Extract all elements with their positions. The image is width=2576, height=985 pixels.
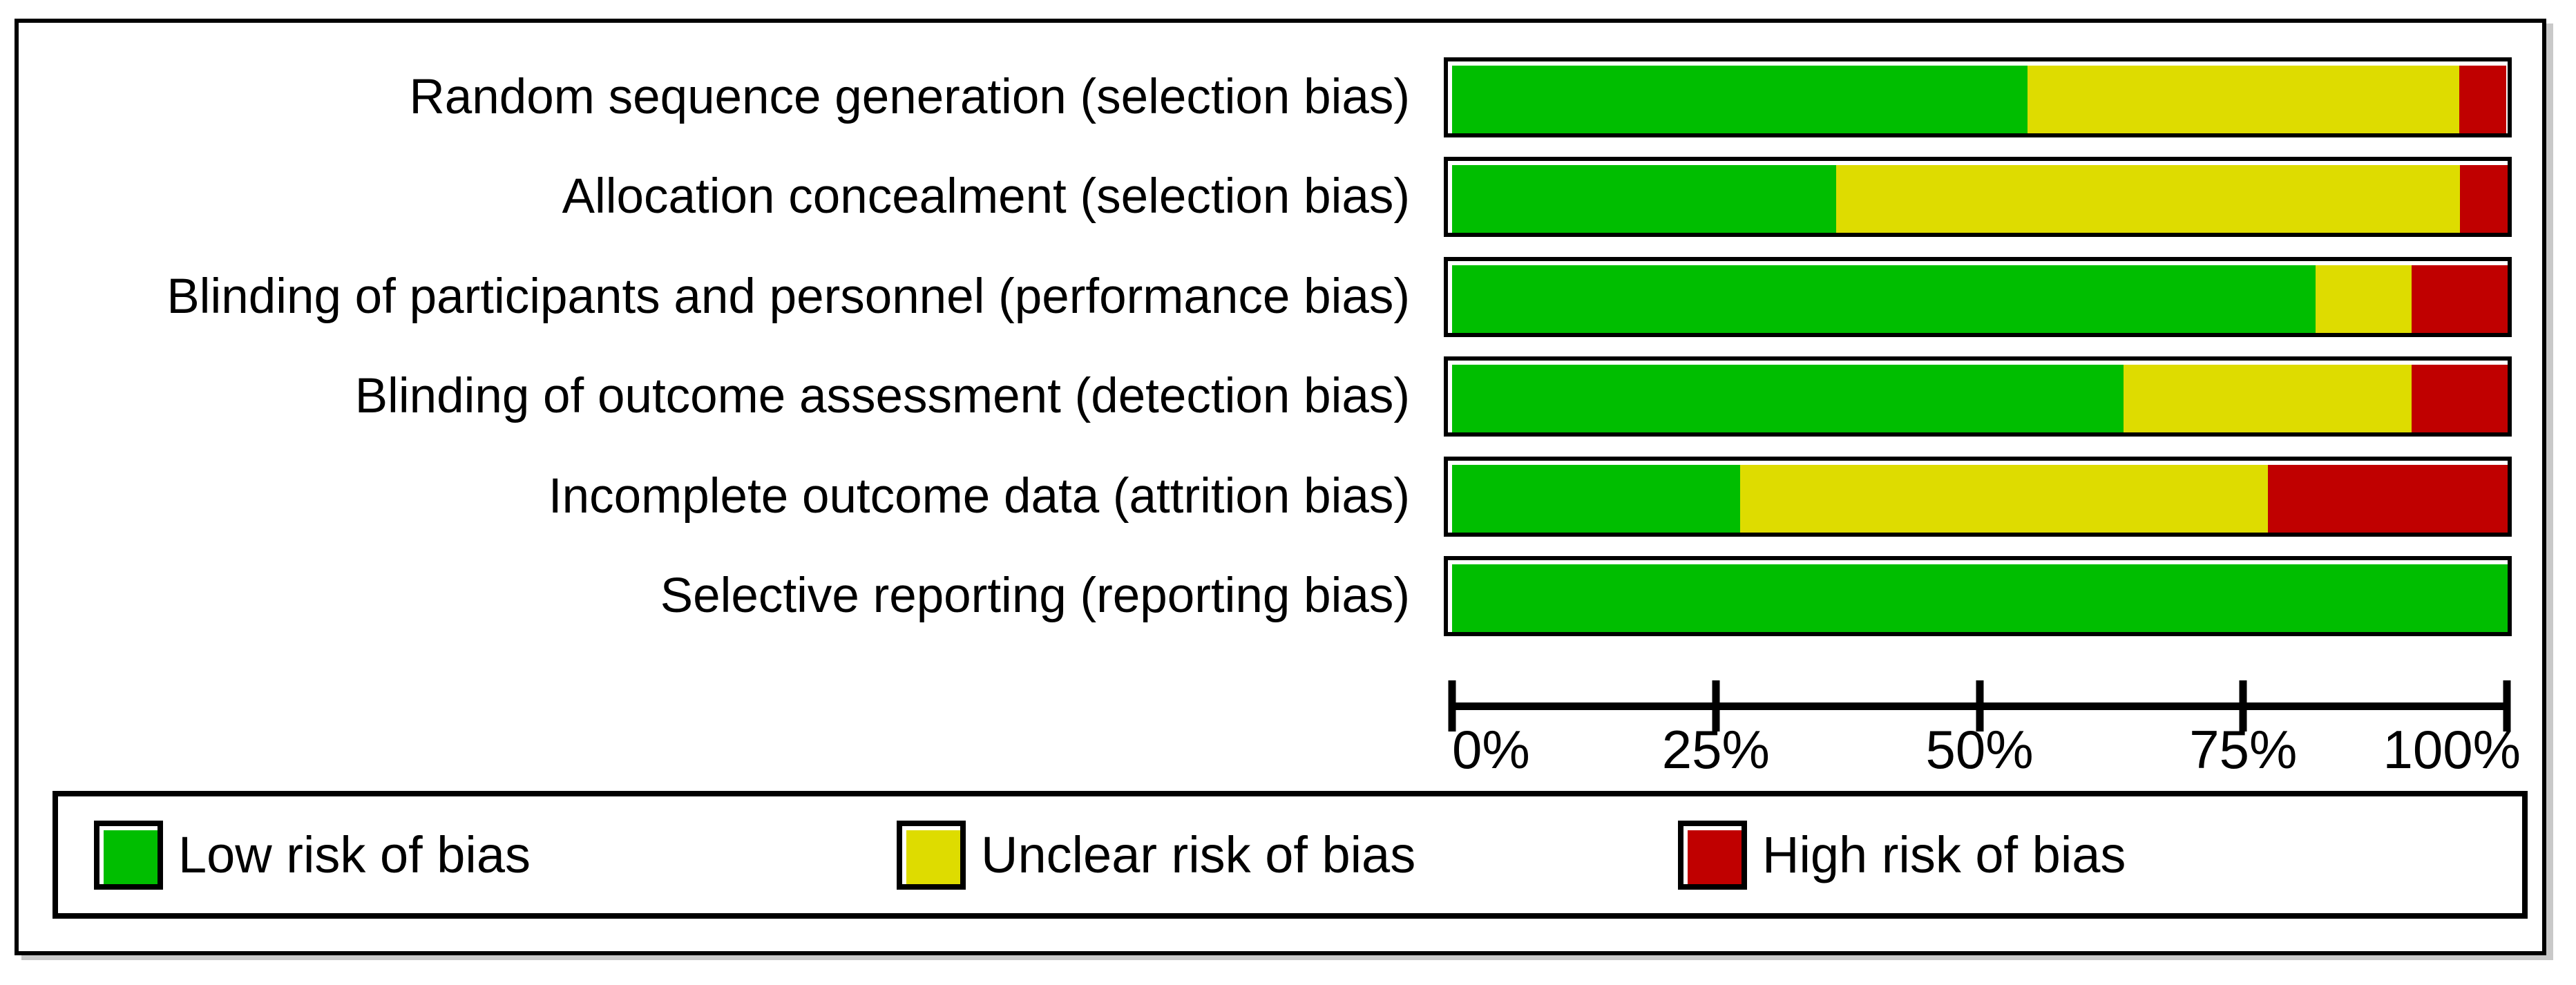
tick-label: 0% [1452,719,1530,780]
low-risk-segment [1452,464,1741,533]
stacked-bar [1444,256,2512,337]
bias-domain-label: Random sequence generation (selection bi… [409,70,1411,124]
high-risk-swatch-fill [1688,830,1742,884]
tick-label: 50% [1925,719,2034,780]
chart-rows: Random sequence generation (selection bi… [0,57,2576,636]
legend-box: Low risk of bias Unclear risk of bias Hi… [53,791,2528,919]
tick-mark [1712,680,1720,731]
legend-label: Unclear risk of bias [981,826,1416,883]
bias-domain-label: Incomplete outcome data (attrition bias) [548,468,1410,524]
x-axis-ticks [1448,680,2511,731]
stacked-bar [1444,157,2512,238]
bias-domain-row: Selective reporting (reporting bias) [0,555,2576,636]
bias-domain-label: Blinding of outcome assessment (detectio… [354,369,1410,424]
tick-label: 75% [2189,719,2298,780]
bias-domain-label: Blinding of participants and personnel (… [166,269,1410,324]
unclear-risk-segment [2027,66,2459,133]
bar-fill [1452,66,2508,133]
unclear-risk-segment [1836,165,2461,233]
high-risk-segment [2411,265,2508,333]
bar-fill [1452,365,2508,433]
tick-label: 25% [1661,719,1770,780]
low-risk-segment [1452,265,2316,333]
low-risk-segment [1452,564,2508,632]
stacked-bar [1444,456,2512,537]
legend-label: High risk of bias [1762,826,2126,883]
legend-item-low-risk: Low risk of bias [94,820,531,890]
bias-domain-label: Selective reporting (reporting bias) [660,568,1410,623]
legend-label: Low risk of bias [178,826,531,883]
bias-domain-row: Blinding of outcome assessment (detectio… [0,356,2576,437]
bar-fill [1452,165,2508,233]
stacked-bar [1444,356,2512,437]
low-risk-swatch [94,820,163,890]
low-risk-swatch-fill [104,830,158,884]
stacked-bar [1444,57,2512,137]
x-axis-labels: 0% 25% 50% 75% 100% [1452,719,2521,785]
unclear-risk-swatch [897,820,966,890]
tick-mark [2503,680,2511,731]
legend-item-high-risk: High risk of bias [1678,820,2126,890]
bar-fill [1452,265,2508,333]
low-risk-segment [1452,165,1837,233]
unclear-risk-segment [2315,265,2412,333]
high-risk-segment [2268,464,2508,533]
tick-mark [1976,680,1983,731]
unclear-risk-segment [1740,464,2269,533]
bar-fill [1452,464,2508,533]
stacked-bar [1444,555,2512,636]
high-risk-swatch [1678,820,1747,890]
unclear-risk-segment [2123,365,2412,433]
bias-domain-row: Random sequence generation (selection bi… [0,57,2576,137]
high-risk-segment [2459,66,2507,133]
tick-mark [1448,680,1456,731]
high-risk-segment [2460,165,2508,233]
bias-domain-label: Allocation concealment (selection bias) [562,169,1410,224]
tick-mark [2239,680,2247,731]
bias-domain-row: Incomplete outcome data (attrition bias) [0,456,2576,537]
high-risk-segment [2411,365,2508,433]
bar-fill [1452,564,2508,632]
unclear-risk-swatch-fill [906,830,960,884]
bias-domain-row: Blinding of participants and personnel (… [0,256,2576,337]
low-risk-segment [1452,365,2124,433]
legend-item-unclear-risk: Unclear risk of bias [897,820,1416,890]
tick-label: 100% [2383,719,2521,780]
bias-domain-row: Allocation concealment (selection bias) [0,157,2576,238]
low-risk-segment [1452,66,2028,133]
